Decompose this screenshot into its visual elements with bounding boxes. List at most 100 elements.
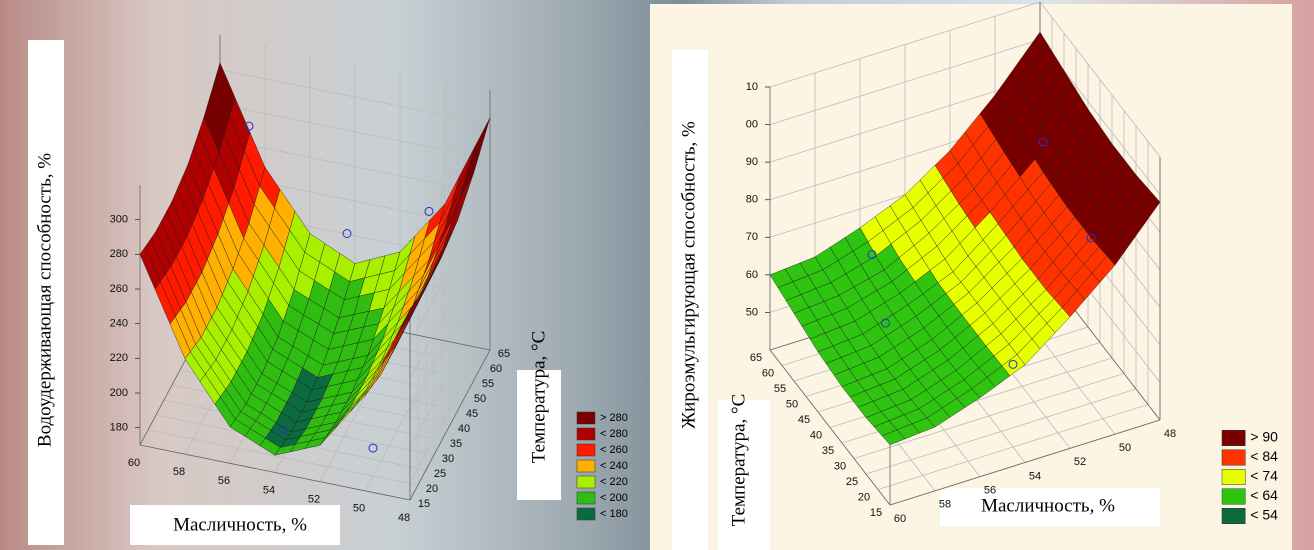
legend-label: < 54 <box>1250 507 1278 523</box>
z-tick-label: 10 <box>746 81 758 93</box>
y-tick-label: 45 <box>466 408 478 420</box>
legend-label: < 280 <box>600 428 628 440</box>
y-tick-label: 35 <box>450 438 462 450</box>
z-axis-title: Водоудерживающая способность, % <box>34 153 55 447</box>
grid-line <box>219 103 491 160</box>
x-axis-title: Масличность, % <box>981 495 1115 516</box>
z-tick-label: 300 <box>110 214 128 226</box>
y-tick-label: 25 <box>434 468 446 480</box>
grid-line <box>409 263 491 414</box>
legend-label: < 64 <box>1250 487 1278 503</box>
data-point <box>1008 359 1018 369</box>
x-tick-label: 54 <box>1029 470 1041 482</box>
x-tick-label: 60 <box>894 513 906 525</box>
grid-line <box>769 39 1041 125</box>
legend-label: < 240 <box>600 460 628 472</box>
y-tick-label: 60 <box>490 363 502 375</box>
legend-swatch <box>1221 430 1246 446</box>
label-box <box>517 370 561 500</box>
grid-line <box>769 76 1041 163</box>
legend-swatch <box>576 411 596 425</box>
data-point <box>342 229 352 238</box>
legend-label: < 180 <box>600 508 628 520</box>
data-point <box>881 318 890 328</box>
legend-swatch <box>1221 449 1246 466</box>
data-point <box>424 206 434 216</box>
x-tick-label: 50 <box>1119 442 1131 454</box>
surface-cell <box>881 429 906 446</box>
legend-label: < 220 <box>600 476 628 488</box>
y-tick-label: 40 <box>458 423 470 435</box>
box-edge <box>889 419 1161 506</box>
x-tick-label: 52 <box>308 494 320 506</box>
label-box <box>28 40 64 545</box>
legend-label: > 280 <box>600 412 628 424</box>
grid-line <box>409 297 491 449</box>
y-tick-label: 20 <box>858 491 870 503</box>
z-axis-title: Жироэмульгирующая способность, % <box>678 121 699 429</box>
data-point <box>1086 233 1096 243</box>
legend-label: < 260 <box>600 444 628 456</box>
grid-line <box>769 1 1041 88</box>
x-tick-label: 60 <box>128 457 140 469</box>
x-tick-label: 56 <box>218 475 230 487</box>
x-axis-title: Масличность, % <box>173 514 307 535</box>
legend-swatch <box>576 443 596 457</box>
y-tick-label: 20 <box>426 483 438 495</box>
legend-swatch <box>576 459 596 473</box>
y-tick-label: 30 <box>442 453 454 465</box>
grid-line <box>219 69 491 126</box>
label-box <box>672 50 708 550</box>
x-tick-label: 56 <box>984 485 996 497</box>
z-tick-label: 70 <box>746 231 758 243</box>
legend-swatch <box>576 475 596 489</box>
z-tick-label: 80 <box>746 194 758 206</box>
box-edge <box>769 349 891 506</box>
z-tick-label: 280 <box>110 248 128 260</box>
y-tick-label: 55 <box>482 378 494 390</box>
grid-line <box>877 404 1149 490</box>
label-box <box>718 400 770 550</box>
y-tick-label: 65 <box>498 348 510 360</box>
x-tick-label: 54 <box>263 484 275 496</box>
grid-line <box>409 193 491 345</box>
data-point <box>368 443 378 453</box>
y-tick-label: 40 <box>810 429 822 441</box>
y-axis-title: Температура, °C <box>528 331 549 464</box>
y-tick-label: 15 <box>418 498 430 510</box>
legend-swatch <box>1221 469 1246 485</box>
grid-line <box>219 138 491 195</box>
z-tick-label: 00 <box>746 118 758 130</box>
data-point <box>1038 137 1048 147</box>
grid-line <box>865 388 1137 475</box>
box-edge <box>409 349 491 501</box>
grid-line <box>147 429 419 486</box>
z-tick-label: 260 <box>110 283 128 295</box>
legend-swatch <box>576 427 596 441</box>
data-point <box>867 250 877 260</box>
x-tick-label: 52 <box>1074 456 1086 468</box>
legend-label: < 74 <box>1250 468 1278 484</box>
y-tick-label: 35 <box>822 445 834 457</box>
data-point <box>244 121 254 131</box>
grid-line <box>1039 1 1161 158</box>
legend-label: < 84 <box>1250 448 1278 464</box>
legend-label: > 90 <box>1250 429 1278 445</box>
legend-swatch <box>576 491 596 505</box>
x-tick-label: 48 <box>1164 428 1176 440</box>
y-tick-label: 15 <box>870 507 882 519</box>
y-tick-label: 55 <box>774 383 786 395</box>
grid-line <box>853 373 1125 459</box>
z-tick-label: 50 <box>746 306 758 318</box>
legend-swatch <box>1221 488 1246 505</box>
data-point <box>278 425 288 435</box>
box-edge <box>139 444 411 501</box>
y-tick-label: 50 <box>474 393 486 405</box>
label-box <box>940 488 1160 526</box>
z-tick-label: 180 <box>110 422 128 434</box>
legend-swatch <box>576 507 596 521</box>
grid-line <box>409 332 491 483</box>
y-tick-label: 25 <box>846 476 858 488</box>
